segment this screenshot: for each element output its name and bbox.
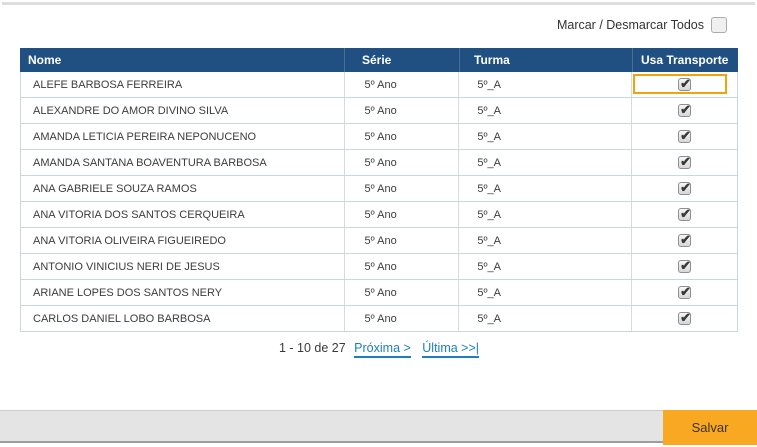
select-all-row: Marcar / Desmarcar Todos bbox=[557, 17, 727, 33]
select-all-checkbox[interactable] bbox=[711, 17, 727, 33]
check-icon: ✔ bbox=[680, 101, 692, 117]
footer-bar bbox=[0, 410, 757, 443]
student-name-cell: ALEFE BARBOSA FERREIRA bbox=[21, 72, 345, 97]
usa-transporte-cell: ✔ bbox=[632, 72, 737, 97]
table-row: ANA VITORIA DOS SANTOS CERQUEIRA 5º Ano … bbox=[21, 202, 737, 228]
serie-cell: 5º Ano bbox=[345, 202, 460, 227]
serie-cell: 5º Ano bbox=[345, 254, 460, 279]
check-icon: ✔ bbox=[680, 257, 692, 273]
turma-cell: 5º_A bbox=[459, 306, 633, 331]
usa-transporte-checkbox[interactable]: ✔ bbox=[678, 153, 692, 169]
student-name-cell: ANA VITORIA DOS SANTOS CERQUEIRA bbox=[21, 202, 345, 227]
student-name-cell: ANTONIO VINICIUS NERI DE JESUS bbox=[21, 254, 345, 279]
table-body: ALEFE BARBOSA FERREIRA 5º Ano 5º_A ✔ ALE… bbox=[20, 72, 738, 332]
top-divider bbox=[2, 2, 755, 5]
table-row: CARLOS DANIEL LOBO BARBOSA 5º Ano 5º_A ✔ bbox=[21, 306, 737, 332]
serie-cell: 5º Ano bbox=[345, 306, 460, 331]
usa-transporte-checkbox[interactable]: ✔ bbox=[678, 101, 692, 117]
usa-transporte-cell: ✔ bbox=[632, 306, 737, 331]
usa-transporte-cell: ✔ bbox=[632, 124, 737, 149]
header-turma: Turma bbox=[460, 48, 633, 72]
pagination: 1 - 10 de 27 Próxima > Última >>| bbox=[20, 341, 738, 358]
usa-transporte-checkbox[interactable]: ✔ bbox=[678, 283, 692, 299]
check-icon: ✔ bbox=[680, 153, 692, 169]
serie-cell: 5º Ano bbox=[345, 124, 460, 149]
table-row: AMANDA LETICIA PEREIRA NEPONUCENO 5º Ano… bbox=[21, 124, 737, 150]
usa-transporte-cell: ✔ bbox=[632, 98, 737, 123]
turma-cell: 5º_A bbox=[459, 228, 633, 253]
table-row: ANTONIO VINICIUS NERI DE JESUS 5º Ano 5º… bbox=[21, 254, 737, 280]
usa-transporte-checkbox[interactable]: ✔ bbox=[678, 257, 692, 273]
usa-transporte-checkbox[interactable]: ✔ bbox=[678, 309, 692, 325]
pagination-last-link[interactable]: Última >>| bbox=[422, 341, 480, 358]
turma-cell: 5º_A bbox=[459, 124, 633, 149]
student-name-cell: ANA VITORIA OLIVEIRA FIGUEIREDO bbox=[21, 228, 345, 253]
turma-cell: 5º_A bbox=[459, 202, 633, 227]
serie-cell: 5º Ano bbox=[345, 228, 460, 253]
usa-transporte-checkbox[interactable]: ✔ bbox=[678, 75, 692, 91]
usa-transporte-checkbox[interactable]: ✔ bbox=[678, 205, 692, 221]
header-nome: Nome bbox=[20, 48, 345, 72]
student-name-cell: AMANDA SANTANA BOAVENTURA BARBOSA bbox=[21, 150, 345, 175]
check-icon: ✔ bbox=[680, 179, 692, 195]
check-icon: ✔ bbox=[680, 309, 692, 325]
turma-cell: 5º_A bbox=[459, 280, 633, 305]
serie-cell: 5º Ano bbox=[345, 150, 460, 175]
usa-transporte-cell: ✔ bbox=[632, 228, 737, 253]
table-row: ANA GABRIELE SOUZA RAMOS 5º Ano 5º_A ✔ bbox=[21, 176, 737, 202]
turma-cell: 5º_A bbox=[459, 150, 633, 175]
usa-transporte-cell: ✔ bbox=[632, 176, 737, 201]
check-icon: ✔ bbox=[680, 205, 692, 221]
turma-cell: 5º_A bbox=[459, 98, 633, 123]
student-name-cell: CARLOS DANIEL LOBO BARBOSA bbox=[21, 306, 345, 331]
serie-cell: 5º Ano bbox=[345, 72, 460, 97]
usa-transporte-cell: ✔ bbox=[632, 150, 737, 175]
check-icon: ✔ bbox=[680, 127, 692, 143]
table-row: ARIANE LOPES DOS SANTOS NERY 5º Ano 5º_A… bbox=[21, 280, 737, 306]
usa-transporte-cell: ✔ bbox=[632, 254, 737, 279]
turma-cell: 5º_A bbox=[459, 254, 633, 279]
turma-cell: 5º_A bbox=[459, 176, 633, 201]
table-row: ALEFE BARBOSA FERREIRA 5º Ano 5º_A ✔ bbox=[21, 72, 737, 98]
pagination-range-label: 1 - 10 de 27 bbox=[278, 341, 346, 355]
save-button[interactable]: Salvar bbox=[663, 410, 757, 445]
usa-transporte-checkbox[interactable]: ✔ bbox=[678, 127, 692, 143]
student-name-cell: ANA GABRIELE SOUZA RAMOS bbox=[21, 176, 345, 201]
table-header-row: Nome Série Turma Usa Transporte bbox=[20, 48, 738, 72]
check-icon: ✔ bbox=[680, 231, 692, 247]
serie-cell: 5º Ano bbox=[345, 98, 460, 123]
serie-cell: 5º Ano bbox=[345, 280, 460, 305]
pagination-next-link[interactable]: Próxima > bbox=[354, 341, 411, 358]
header-serie: Série bbox=[345, 48, 460, 72]
table-row: AMANDA SANTANA BOAVENTURA BARBOSA 5º Ano… bbox=[21, 150, 737, 176]
table-row: ALEXANDRE DO AMOR DIVINO SILVA 5º Ano 5º… bbox=[21, 98, 737, 124]
usa-transporte-cell: ✔ bbox=[632, 280, 737, 305]
usa-transporte-checkbox[interactable]: ✔ bbox=[678, 231, 692, 247]
student-name-cell: AMANDA LETICIA PEREIRA NEPONUCENO bbox=[21, 124, 345, 149]
students-table: Nome Série Turma Usa Transporte ALEFE BA… bbox=[20, 48, 738, 332]
student-name-cell: ARIANE LOPES DOS SANTOS NERY bbox=[21, 280, 345, 305]
check-icon: ✔ bbox=[680, 283, 692, 299]
usa-transporte-cell: ✔ bbox=[632, 202, 737, 227]
student-name-cell: ALEXANDRE DO AMOR DIVINO SILVA bbox=[21, 98, 345, 123]
table-row: ANA VITORIA OLIVEIRA FIGUEIREDO 5º Ano 5… bbox=[21, 228, 737, 254]
select-all-label: Marcar / Desmarcar Todos bbox=[556, 18, 704, 32]
header-usa-transporte: Usa Transporte bbox=[641, 53, 729, 67]
check-icon: ✔ bbox=[680, 75, 692, 91]
turma-cell: 5º_A bbox=[459, 72, 633, 97]
serie-cell: 5º Ano bbox=[345, 176, 460, 201]
usa-transporte-checkbox[interactable]: ✔ bbox=[678, 179, 692, 195]
